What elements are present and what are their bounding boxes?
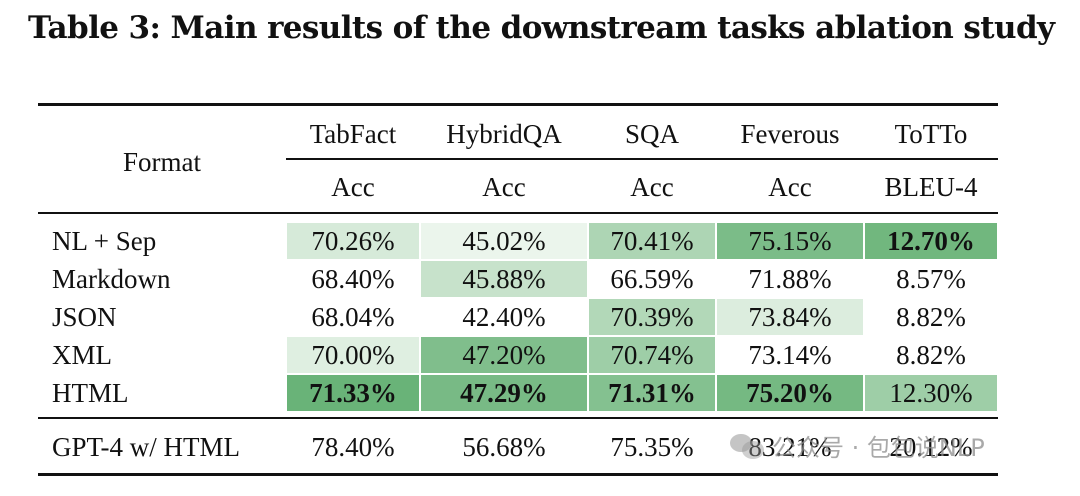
top-rule [38, 103, 998, 106]
result-cell: 12.30% [865, 375, 997, 411]
result-cell: 66.59% [610, 263, 694, 294]
result-cell: 75.20% [717, 375, 863, 411]
result-cell: 70.39% [589, 299, 715, 335]
format-label: NL + Sep [52, 225, 157, 256]
baseline-cell: 56.68% [462, 431, 546, 462]
result-cell: 70.00% [287, 337, 419, 373]
result-cell: 8.82% [896, 339, 966, 370]
bottom-rule [38, 473, 998, 476]
result-cell: 68.04% [311, 301, 395, 332]
column-header-task: ToTTo [894, 118, 968, 149]
result-cell: 75.15% [717, 223, 863, 259]
baseline-rule [38, 417, 998, 419]
format-label: XML [52, 339, 112, 370]
result-cell: 45.02% [421, 223, 587, 259]
baseline-cell: 75.35% [610, 431, 694, 462]
watermark: 公众号 · 包包说NLP [730, 428, 985, 463]
result-cell: 12.70% [865, 223, 997, 259]
result-cell: 73.84% [717, 299, 863, 335]
column-header-task: SQA [624, 118, 679, 149]
baseline-cell: 20.12% [889, 431, 973, 462]
header-mid-rule [286, 158, 998, 160]
result-cell: 71.31% [589, 375, 715, 411]
baseline-cell: 83.21% [748, 431, 832, 462]
column-header-metric: Acc [630, 171, 674, 202]
result-cell: 70.26% [287, 223, 419, 259]
baseline-cell: 78.40% [311, 431, 395, 462]
table-caption: Table 3: Main results of the downstream … [28, 10, 1055, 46]
result-cell: 71.88% [748, 263, 832, 294]
format-label: GPT-4 w/ HTML [52, 431, 241, 462]
column-header-task: TabFact [309, 118, 397, 149]
result-cell: 73.14% [748, 339, 832, 370]
format-label: JSON [52, 301, 117, 332]
result-cell: 45.88% [421, 261, 587, 297]
result-cell: 42.40% [462, 301, 546, 332]
result-cell: 68.40% [311, 263, 395, 294]
result-cell: 8.57% [896, 263, 966, 294]
column-header-task: Feverous [740, 118, 840, 149]
column-header-metric: BLEU-4 [884, 171, 978, 202]
watermark-text: 公众号 · 包包说NLP [772, 434, 985, 462]
header-bottom-rule [38, 212, 998, 214]
column-header-task: HybridQA [446, 118, 562, 149]
result-cell: 47.20% [421, 337, 587, 373]
result-cell: 70.74% [589, 337, 715, 373]
result-cell: 8.82% [896, 301, 966, 332]
column-header-metric: Acc [482, 171, 526, 202]
format-header: Format [123, 146, 201, 177]
column-header-metric: Acc [768, 171, 812, 202]
result-cell: 71.33% [287, 375, 419, 411]
chat-bubble-icon [730, 432, 764, 460]
format-label: Markdown [52, 263, 171, 294]
column-header-metric: Acc [331, 171, 375, 202]
result-cell: 70.41% [589, 223, 715, 259]
result-cell: 47.29% [421, 375, 587, 411]
format-label: HTML [52, 377, 129, 408]
